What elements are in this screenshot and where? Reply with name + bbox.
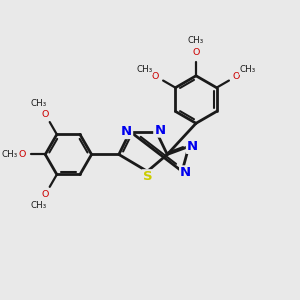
Text: O: O: [152, 72, 159, 81]
Text: S: S: [142, 170, 152, 183]
Text: N: N: [121, 125, 132, 138]
Text: N: N: [187, 140, 198, 153]
Text: O: O: [18, 150, 26, 159]
Text: CH₃: CH₃: [239, 65, 256, 74]
Text: O: O: [233, 72, 240, 81]
Text: CH₃: CH₃: [188, 36, 204, 45]
Text: CH₃: CH₃: [31, 201, 47, 210]
Text: N: N: [180, 167, 191, 179]
Text: CH₃: CH₃: [31, 99, 47, 108]
Text: O: O: [192, 48, 200, 57]
Text: N: N: [154, 124, 165, 136]
Text: CH₃: CH₃: [136, 65, 153, 74]
Text: O: O: [42, 190, 49, 199]
Text: O: O: [42, 110, 49, 119]
Text: CH₃: CH₃: [2, 150, 18, 159]
